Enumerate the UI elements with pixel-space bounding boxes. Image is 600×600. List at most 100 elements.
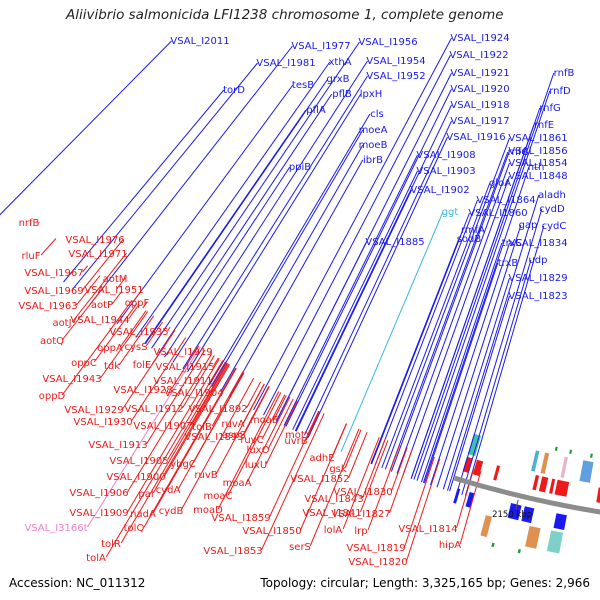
gene-label: cysS — [125, 342, 148, 353]
gene-label: cydB — [159, 506, 184, 517]
label-leader-line — [273, 395, 287, 420]
gene-label: VSAL_I1911 — [153, 376, 212, 387]
gene-label: VSAL_I1944 — [70, 315, 129, 326]
gene-label: VSAL_I1935 — [109, 327, 168, 338]
label-leader-line — [187, 93, 362, 373]
label-leader-line — [152, 363, 230, 494]
label-leader-line — [128, 304, 140, 320]
gene-label: cls — [370, 109, 384, 120]
gene-label: rnfE — [534, 120, 554, 131]
label-leader-line — [292, 170, 418, 430]
gene-label: udp — [528, 255, 547, 266]
feature-layer — [453, 433, 600, 554]
gene-label: tolQ — [124, 523, 145, 534]
label-leader-line — [389, 449, 413, 514]
gene-label: VSAL_I1829 — [508, 273, 567, 284]
label-leader-line — [456, 469, 475, 529]
label-leader-line — [429, 242, 510, 486]
label-leader-line — [167, 361, 226, 461]
gene-label: moaC — [204, 491, 233, 502]
label-leader-line — [389, 151, 509, 472]
label-leader-line — [246, 381, 262, 409]
gene-label: VSAL_I1848 — [508, 171, 567, 182]
gene-label: VSAL_I1907 — [133, 421, 192, 432]
gene-label: VSAL_I1908 — [416, 150, 475, 161]
gene-label: moaE — [250, 415, 278, 426]
gene-label: gap — [519, 220, 538, 231]
gene-label: VSAL_I1909 — [69, 508, 128, 519]
gene-labels: VSAL_I2011 VSAL_I1977 VSAL_I1956 VSAL_I1924… — [18, 33, 574, 568]
gene-label: oppF — [125, 298, 150, 309]
gene-label: VSAL_I1963 — [18, 301, 77, 312]
label-leader-line — [370, 238, 460, 464]
label-leader-line — [61, 300, 133, 396]
gene-label: ibrB — [363, 155, 383, 166]
label-leader-line — [283, 154, 418, 426]
gene-label: folE — [133, 360, 152, 371]
gene-label: VSAL_I1929 — [64, 405, 123, 416]
label-leader-line — [142, 301, 148, 309]
label-leader-line — [63, 89, 225, 283]
gene-label: VSAL_I1971 — [68, 249, 127, 260]
gene-label: aotQ — [40, 336, 64, 347]
gene-label: tolB — [192, 422, 212, 433]
gene-label: tolR — [101, 539, 121, 550]
gene-label: moeA — [359, 125, 388, 136]
label-leader-line — [116, 277, 126, 290]
label-leader-line — [246, 396, 291, 483]
gene-label: VSAL_I1860 — [468, 208, 527, 219]
label-leader-line — [118, 315, 155, 366]
gene-label: VSAL_I1924 — [450, 33, 509, 44]
gene-label: VSAL_I1976 — [65, 235, 124, 246]
label-leader-line — [391, 447, 408, 492]
label-leader-line — [303, 120, 452, 436]
gene-label: VSAL_I1827 — [331, 509, 390, 520]
label-leader-line — [182, 355, 215, 409]
gene-label: ruvC — [240, 435, 263, 446]
label-leader-line — [164, 166, 291, 358]
label-leader-line — [447, 194, 540, 491]
gene-label: VSAL_I1853 — [203, 546, 262, 557]
gene-label: VSAL_I1823 — [508, 291, 567, 302]
gene-label: VSAL_I1830 — [333, 487, 392, 498]
label-leader-line — [208, 113, 371, 386]
gene-label: tolA — [86, 553, 106, 564]
label-leader-line — [396, 162, 510, 474]
label-leader-line — [211, 129, 364, 387]
gene-label: VSAL_I1916 — [446, 132, 505, 143]
gene-label: rnfD — [549, 86, 571, 97]
label-leader-line — [131, 337, 187, 422]
label-leader-line — [362, 439, 386, 499]
label-leader-line — [367, 444, 401, 531]
label-leader-line — [410, 124, 535, 479]
gene-label: motY — [285, 430, 312, 441]
gene-label: aladh — [538, 190, 566, 201]
gene-label: VSAL_I1834 — [508, 238, 567, 249]
gene-label: VSAL_I3166t — [24, 523, 87, 534]
label-leader-line — [100, 311, 149, 379]
gene-label: trxC — [502, 238, 523, 249]
label-leader-line — [228, 159, 364, 397]
gene-label: luxU — [245, 460, 267, 471]
label-leader-line — [119, 310, 147, 348]
label-leader-line — [151, 41, 360, 349]
label-leader-line — [344, 429, 362, 469]
label-leader-line — [307, 136, 448, 438]
gene-label: pflA — [306, 105, 326, 116]
label-leader-line — [133, 288, 143, 302]
label-leader-line — [390, 150, 510, 472]
gene-label: oppC — [71, 358, 97, 369]
label-leader-line — [191, 363, 229, 426]
gene-label: pal — [138, 489, 153, 500]
gene-label: luxO — [247, 445, 270, 456]
label-leader-line — [213, 357, 219, 367]
label-leader-line — [420, 242, 503, 483]
gene-label: ybgC — [170, 459, 196, 470]
gene-label: moeB — [359, 140, 388, 151]
gene-label: ruvB — [194, 470, 217, 481]
label-leader-line — [422, 166, 530, 483]
label-leader-line — [300, 423, 347, 531]
gene-label: VSAL_I1905 — [109, 456, 168, 467]
label-leader-line — [456, 208, 543, 494]
